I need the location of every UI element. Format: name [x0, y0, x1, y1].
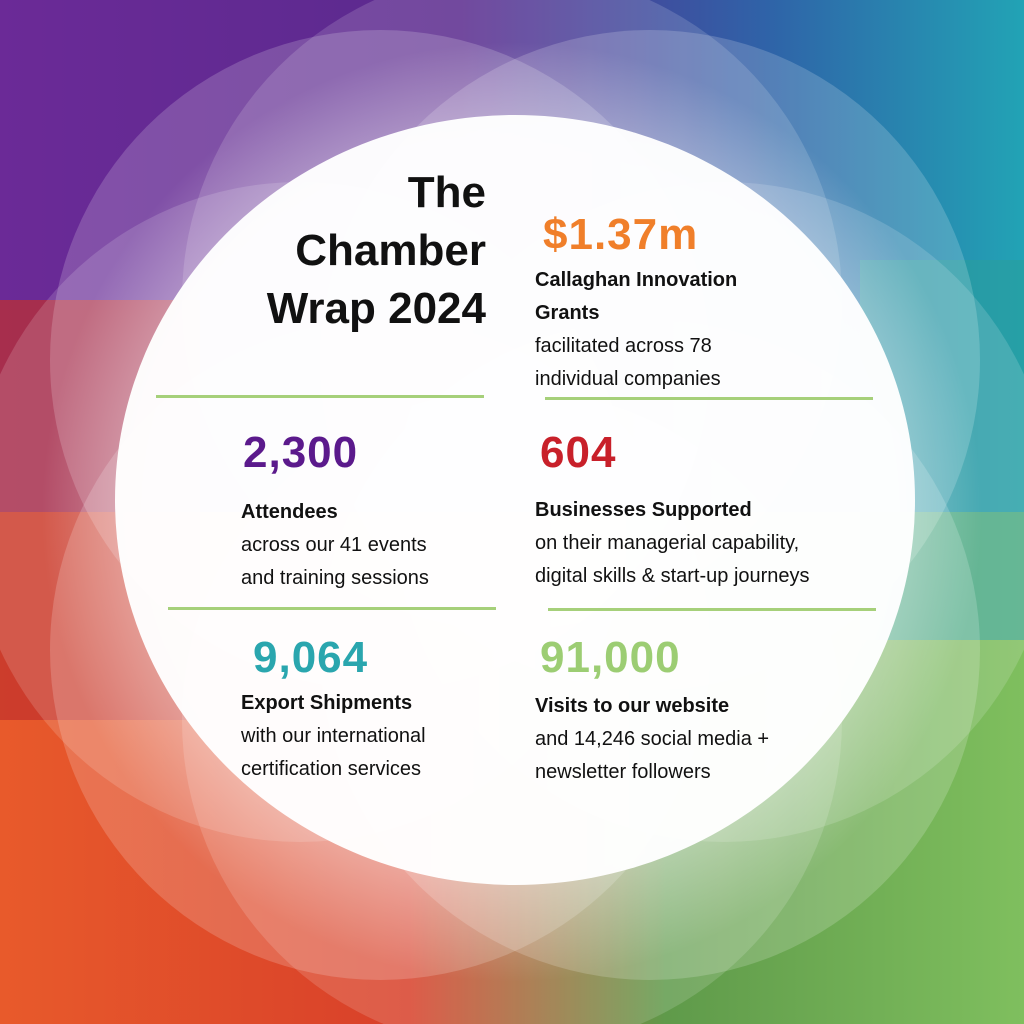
exports-block: Export Shipments with our international …: [241, 687, 426, 786]
website-value: 91,000: [540, 633, 681, 682]
website-label: Visits to our website: [535, 695, 730, 717]
businesses-block: Businesses Supported on their managerial…: [535, 494, 810, 593]
attendees-label: Attendees: [241, 501, 338, 523]
businesses-value: 604: [540, 428, 617, 477]
divider-right-1: [545, 397, 873, 400]
attendees-block: Attendees across our 41 events and train…: [241, 496, 429, 595]
grants-desc-2: individual companies: [535, 368, 721, 390]
attendees-value: 2,300: [243, 428, 359, 477]
attendees-desc-2: and training sessions: [241, 567, 429, 589]
page-title: The Chamber Wrap 2024: [180, 164, 486, 338]
website-desc-1: and 14,246 social media +: [535, 728, 770, 750]
grants-label-1: Callaghan Innovation: [535, 269, 738, 291]
grants-block: Callaghan Innovation Grants facilitated …: [535, 264, 737, 396]
title-line-3: Wrap 2024: [266, 284, 486, 333]
attendees-desc-1: across our 41 events: [241, 534, 427, 556]
title-line-2: Chamber: [295, 226, 486, 275]
title-line-1: The: [407, 168, 486, 217]
website-block: Visits to our website and 14,246 social …: [535, 690, 769, 789]
businesses-desc-2: digital skills & start-up journeys: [535, 565, 810, 587]
businesses-desc-1: on their managerial capability,: [535, 532, 800, 554]
grants-desc-1: facilitated across 78: [535, 335, 712, 357]
exports-value: 9,064: [253, 633, 369, 682]
website-desc-2: newsletter followers: [535, 761, 711, 783]
businesses-label: Businesses Supported: [535, 499, 752, 521]
grants-label-2: Grants: [535, 302, 600, 324]
exports-desc-1: with our international: [241, 725, 426, 747]
grants-value: $1.37m: [543, 210, 699, 259]
divider-left-1: [156, 395, 484, 398]
exports-desc-2: certification services: [241, 758, 422, 780]
divider-right-2: [548, 608, 876, 611]
exports-label: Export Shipments: [241, 692, 413, 714]
divider-left-2: [168, 607, 496, 610]
